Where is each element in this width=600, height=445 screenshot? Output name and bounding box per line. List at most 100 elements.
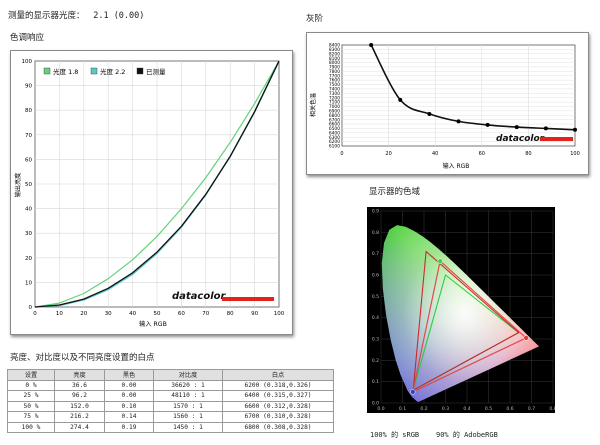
tone-y-tick: 70 [25, 133, 32, 139]
gamut-y-tick: 0.3 [372, 337, 379, 343]
gray-y-tick: 6500 [329, 126, 340, 132]
table-cell: 6200 (0.318,0.326) [222, 379, 334, 391]
table-cell: 216.2 [54, 411, 105, 423]
grayscale-chart: 0 20 40 60 80 100 6100620063006400650066006700… [309, 43, 580, 170]
tone-response-chart: 0 10 20 30 40 50 60 70 80 90 100 0 10 20 30 40 50 60 70 80 9… [14, 59, 285, 328]
gray-y-tick: 8400 [329, 43, 340, 49]
gamut-chart: 0.0 0.1 0.2 0.3 0.4 0.5 0.6 0.7 0.8 0.0 0.1 0.2 0.3 0… [372, 209, 557, 413]
tone-series-gamma-18 [34, 60, 280, 308]
brightness-line: 测量的显示器光度： 2.1 (0.00) [8, 9, 144, 21]
table-cell: 48110 : 1 [153, 390, 223, 402]
table-cell: 0.10 [104, 400, 154, 412]
gamut-y-tick: 0.2 [372, 358, 379, 364]
gamut-white-glow [381, 225, 539, 402]
gray-lines [369, 43, 577, 132]
gray-y-tick: 7100 [329, 100, 340, 106]
tone-datacolor-logo: datacolor [172, 291, 274, 302]
table-row: 100 % 274.4 0.19 1450 : 1 6800 (0.308,0.… [7, 421, 334, 433]
gray-y-tick: 7600 [329, 78, 340, 84]
tone-x-tick: 100 [274, 311, 285, 317]
brightness-value: 2.1 (0.00) [93, 11, 145, 21]
table-cell: 0 % [7, 379, 55, 391]
tone-y-tick: 30 [25, 231, 32, 237]
table-cell: 6700 (0.310,0.328) [222, 411, 334, 423]
legend-swatch-gamma-18 [43, 67, 51, 75]
tone-response-title: 色调响应 [10, 33, 45, 43]
table-cell: 152.0 [54, 400, 105, 412]
gray-x-tick: 100 [570, 151, 580, 157]
gamut-primary-point [437, 258, 443, 264]
tone-x-tick: 70 [202, 311, 209, 317]
gray-y-tick: 7300 [329, 91, 340, 97]
tone-y-tick: 50 [25, 182, 32, 188]
gamut-primary-point [410, 389, 416, 395]
gamut-measured-triangle [412, 260, 527, 393]
tone-x-tick: 0 [33, 311, 37, 317]
gray-y-tick: 6900 [329, 108, 340, 114]
gray-grid [341, 44, 576, 147]
gamut-y-tick: 0.6 [372, 273, 379, 279]
gray-y-tick: 7200 [329, 95, 340, 101]
table-cell: 100 % [7, 421, 55, 433]
gray-logo-bar [540, 137, 573, 141]
table-row: 0 % 36.6 0.00 36620 : 1 6200 (0.318,0.32… [7, 379, 334, 391]
gray-x-label: 输入 RGB [443, 162, 470, 170]
brightness-label: 测量的显示器光度： [8, 11, 85, 21]
gamut-x-tick: 0.4 [463, 406, 470, 412]
col-header-contrast: 对比度 [153, 369, 223, 381]
table-cell: 274.4 [54, 421, 105, 433]
tone-y-tick: 20 [25, 256, 32, 262]
table-cell: 0.00 [104, 379, 154, 391]
srgb-caption: 100% 的 sRGB [370, 431, 420, 439]
gamut-x-tick: 0.1 [399, 406, 406, 412]
table-cell: 1570 : 1 [153, 400, 223, 412]
table-cell: 36.6 [54, 379, 105, 391]
table-title: 亮度、对比度以及不同亮度设置的白点 [10, 353, 155, 363]
table-cell: 36620 : 1 [153, 379, 223, 391]
gray-y-tick: 6200 [329, 139, 340, 145]
table-row: 25 % 96.2 0.00 48110 : 1 6400 (0.315,0.3… [7, 390, 334, 402]
gray-series-line [370, 44, 576, 131]
gray-data-point [573, 127, 577, 132]
table-header-row: 设置 亮度 黑色 对比度 白点 [7, 369, 334, 381]
tone-x-tick: 60 [178, 311, 185, 317]
gray-data-point [398, 97, 403, 102]
tone-x-tick: 80 [227, 311, 234, 317]
col-header-whitepoint: 白点 [222, 369, 334, 381]
table-cell: 1560 : 1 [153, 411, 223, 423]
gray-x-tick: 80 [525, 151, 531, 157]
gamut-y-tick: 0.7 [372, 251, 379, 257]
tone-x-tick: 90 [251, 311, 258, 317]
gamut-x-tick: 0.3 [442, 406, 449, 412]
table-cell: 6600 (0.312,0.328) [222, 400, 334, 412]
tone-x-tick: 10 [56, 311, 63, 317]
table-cell: 50 % [7, 400, 55, 412]
gray-y-tick: 7900 [329, 65, 340, 71]
brightness-table: 设置 亮度 黑色 对比度 白点 0 % 36.6 0.00 36620 : 1 … [7, 369, 334, 433]
adobergb-caption: 90% 的 AdobeRGB [436, 431, 498, 439]
gray-x-tick: 60 [479, 151, 485, 157]
gamut-panel: 0.0 0.1 0.2 0.3 0.4 0.5 0.6 0.7 0.8 0.0 0.1 0.2 0.3 0… [367, 207, 557, 413]
tone-y-tick: 100 [22, 59, 33, 65]
tone-y-tick: 80 [25, 108, 32, 114]
brightness-table-wrap: 设置 亮度 黑色 对比度 白点 0 % 36.6 0.00 36620 : 1 … [7, 369, 334, 433]
gray-logo-text: datacolor [496, 134, 545, 144]
table-row: 75 % 216.2 0.14 1560 : 1 6700 (0.310,0.3… [7, 411, 334, 423]
legend-swatch-gamma-22 [90, 67, 98, 75]
table-cell: 25 % [7, 390, 55, 402]
gray-data-point [485, 122, 490, 127]
tone-x-label: 输入 RGB [139, 320, 167, 328]
gamut-triangles [410, 250, 529, 395]
gamut-y-tick: 0.4 [372, 315, 379, 321]
tone-logo-bar [222, 297, 274, 301]
tone-ticks: 0 10 20 30 40 50 60 70 80 90 100 0 10 20 30 40 50 60 70 80 9… [22, 59, 285, 317]
gray-y-tick: 7800 [329, 69, 340, 75]
gamut-y-tick: 0.1 [372, 379, 379, 385]
tone-series-measured [34, 60, 280, 308]
gray-y-tick: 8100 [329, 56, 340, 62]
gamut-y-tick: 0.0 [372, 401, 379, 407]
gamut-primary-point [523, 335, 529, 341]
tone-y-tick: 0 [29, 305, 33, 311]
gray-data-point [514, 125, 519, 130]
tone-y-tick: 90 [25, 84, 32, 90]
